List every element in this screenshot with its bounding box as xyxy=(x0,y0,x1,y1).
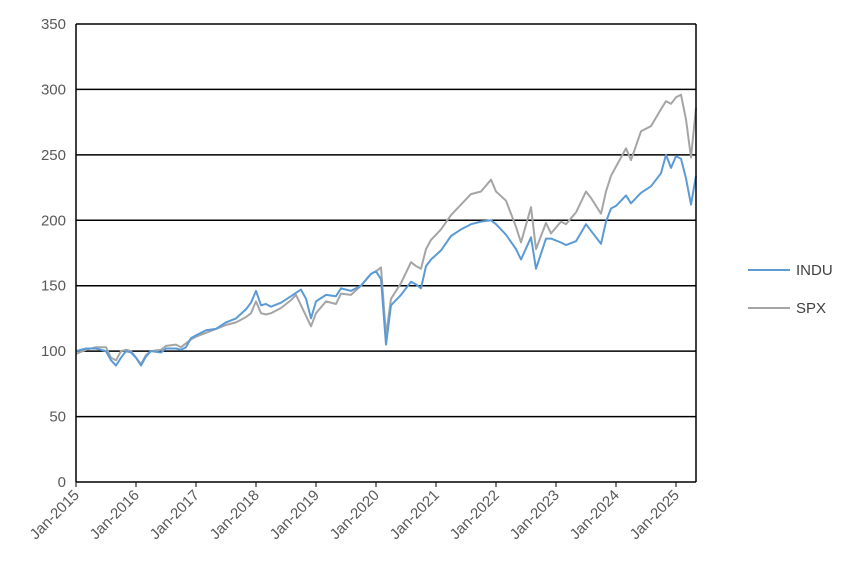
x-tick-label: Jan-2021 xyxy=(387,487,443,543)
x-axis-tick-labels: Jan-2015 Jan-2016 Jan-2017 Jan-2018 Jan-2019… xyxy=(27,482,683,543)
series-line-spx xyxy=(75,93,697,366)
x-tick-label: Jan-2015 xyxy=(27,487,83,543)
legend-label-indu: INDU xyxy=(796,262,833,279)
x-tick-label: Jan-2022 xyxy=(447,487,503,543)
y-tick-label: 350 xyxy=(41,16,66,33)
x-tick-label: Jan-2024 xyxy=(567,487,623,543)
y-tick-label: 50 xyxy=(49,409,66,426)
x-tick-label: Jan-2016 xyxy=(87,487,143,543)
legend-label-spx: SPX xyxy=(796,300,826,317)
series-line-indu xyxy=(75,153,697,367)
y-tick-label: 200 xyxy=(41,212,66,229)
x-tick-label: Jan-2025 xyxy=(627,487,683,543)
axes xyxy=(75,24,697,483)
x-tick-label: Jan-2023 xyxy=(507,487,563,543)
y-tick-label: 0 xyxy=(58,474,66,491)
legend: INDU SPX xyxy=(748,262,833,317)
x-tick-label: Jan-2020 xyxy=(327,487,383,543)
y-axis-tick-labels: 0 50 100 150 200 250 300 350 xyxy=(41,16,66,491)
x-tick-label: Jan-2018 xyxy=(207,487,263,543)
y-tick-label: 150 xyxy=(41,278,66,295)
y-tick-label: 300 xyxy=(41,81,66,98)
y-tick-label: 100 xyxy=(41,343,66,360)
series-lines xyxy=(75,93,697,367)
y-tick-label: 250 xyxy=(41,147,66,164)
x-tick-label: Jan-2019 xyxy=(267,487,323,543)
x-tick-label: Jan-2017 xyxy=(147,487,203,543)
gridlines xyxy=(76,23,696,418)
